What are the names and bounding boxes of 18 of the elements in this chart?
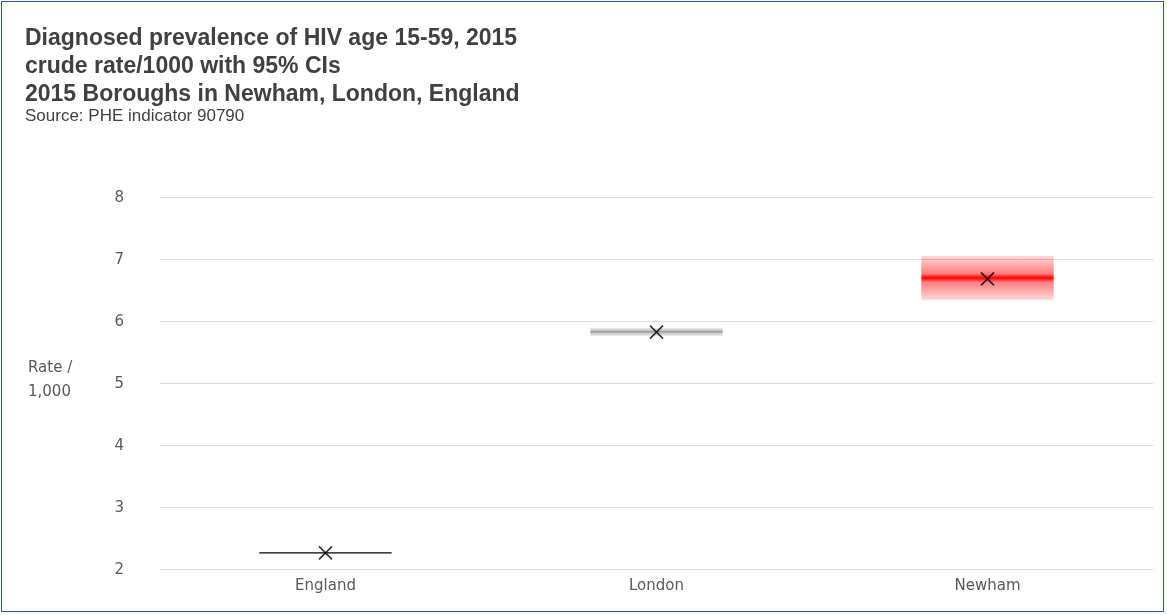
y-tick-label: 5 [114,374,124,392]
point [649,324,664,340]
y-tick-label: 7 [114,250,124,268]
x-tick-label: Newham [954,575,1021,594]
chart-title: Diagnosed prevalence of HIV age 15-59, 2015 crude rate/1000 with 95% CIs 2015 Boroughs in Newham, London, England [25,24,520,106]
point [980,271,995,287]
bar [590,327,723,336]
y-tick-label: 4 [114,436,124,454]
y-tick-label: 8 [114,188,124,206]
source-note: Source: PHE indicator 90790 [25,106,245,125]
point [318,545,333,561]
bar [921,255,1054,300]
x-tick-label: England [295,575,356,594]
y-tick-label: 2 [114,560,124,578]
y-tick-label: 6 [114,312,124,330]
y-tick-label: 3 [114,498,124,516]
y-axis-title: Rate / 1,000 [28,358,77,400]
x-tick-label: London [629,575,684,594]
